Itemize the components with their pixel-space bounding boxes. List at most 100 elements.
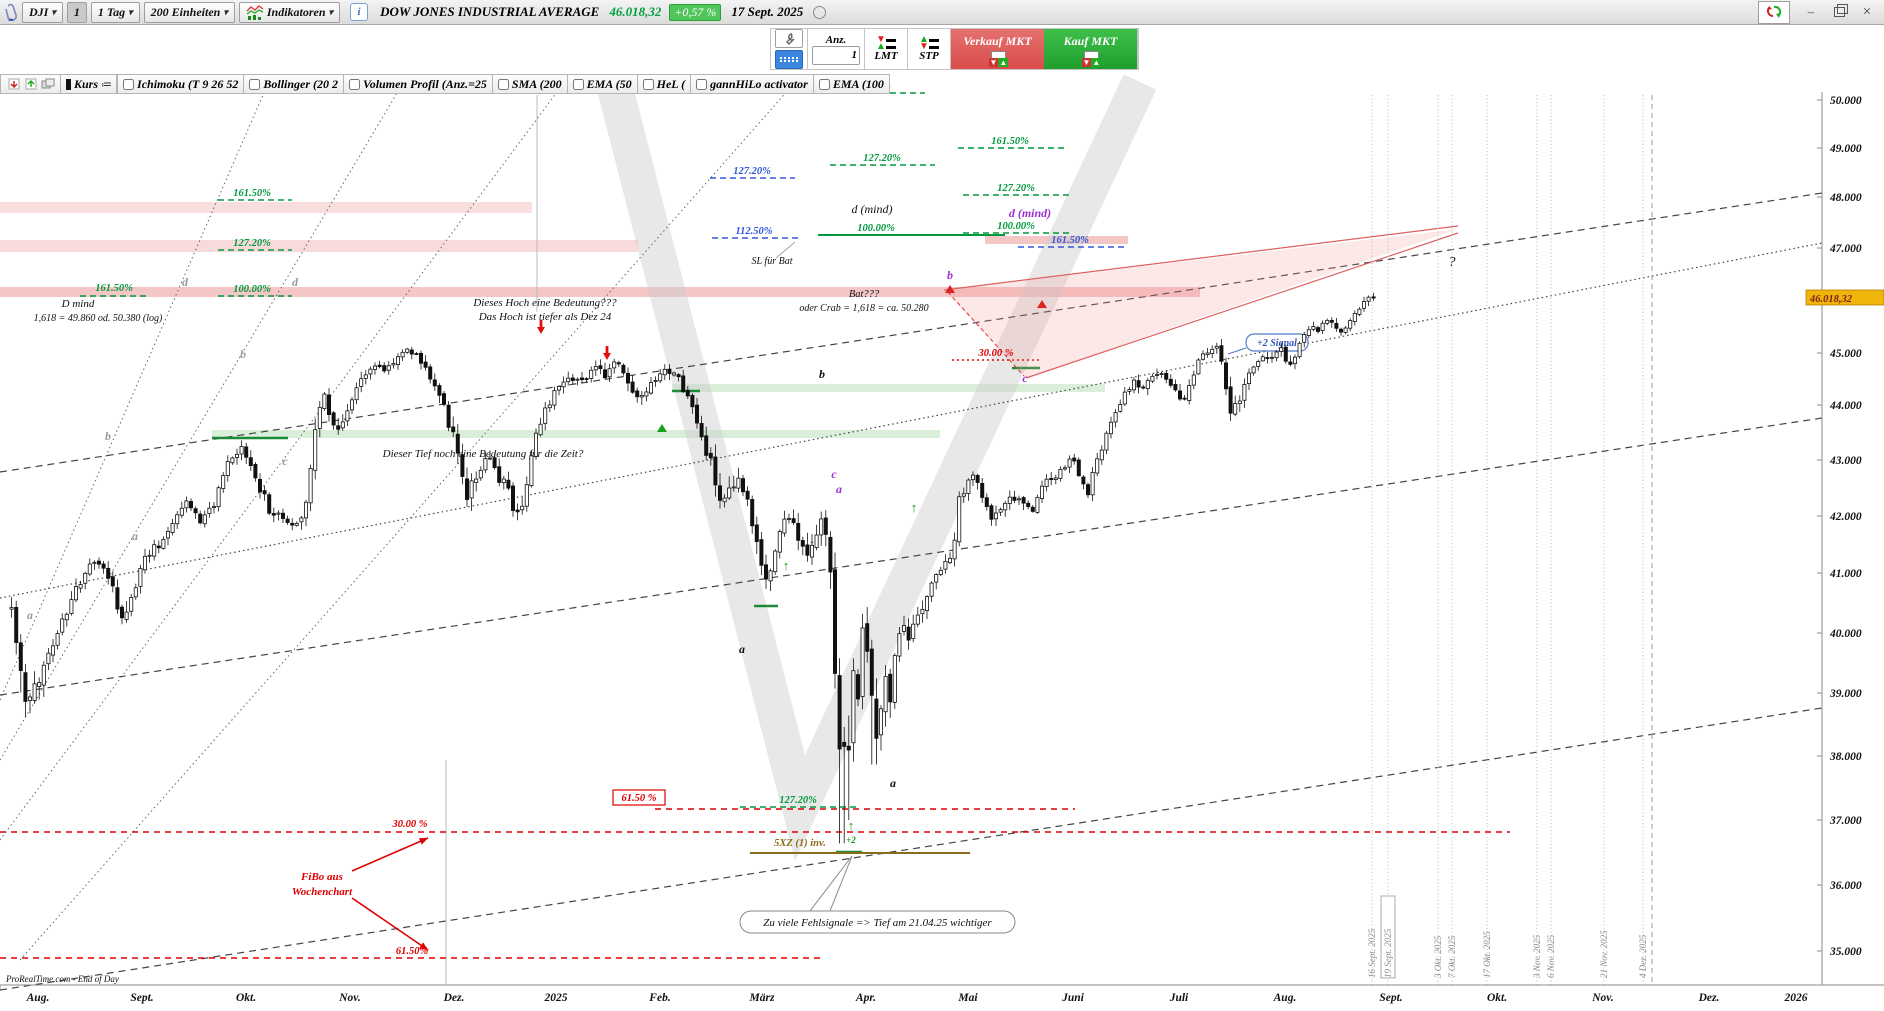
candle-body [262,490,267,495]
candle-body [1067,458,1072,468]
candle-body [1058,469,1063,479]
wave-letter-purple: c [831,467,837,481]
stop-order-button[interactable]: ▲▬ ▼▬ STP [908,29,951,69]
level-band [212,430,940,438]
candle-body [46,652,51,665]
month-label: Aug. [1273,992,1297,1004]
list-icon[interactable]: ≔ [101,78,112,91]
indicator-toggle-sma-200[interactable]: SMA (200 [492,74,568,94]
refresh-button[interactable] [1758,0,1790,24]
close-button[interactable]: × [1862,3,1872,20]
red-down-arrow-icon [537,320,545,334]
import-red-icon[interactable] [6,78,21,91]
candle-body [1095,458,1100,474]
quantity-input[interactable] [812,45,860,65]
candle-body [1274,351,1279,359]
quote-date: 17 Sept. 2025 [731,4,804,19]
candle-body [736,477,741,489]
restore-button[interactable] [1826,3,1852,21]
candle-body [405,348,410,353]
indicator-toggle-ema-50[interactable]: EMA (50 [567,74,638,94]
info-icon[interactable]: i [350,3,369,21]
candle-body [1320,322,1325,332]
price-axis[interactable]: 50.000 49.000 48.000 47.000 45.000 44.000 43.0… [1805,92,1884,985]
minimize-button[interactable]: – [1807,4,1815,19]
candle-body [428,366,433,380]
wrench-settings-button[interactable] [775,29,803,48]
limit-order-button[interactable]: ▼▬ ▲▬ LMT [865,29,908,69]
price-style-icon [66,78,71,90]
keyboard-button[interactable] [775,50,803,69]
indicator-toggle-volumen-profil-anz-25[interactable]: Volumen Profil (Anz.=25 [344,74,493,94]
indicator-checkbox[interactable] [696,78,708,90]
candle-body [1228,386,1233,414]
bubble-tail [808,855,853,912]
export-green-icon[interactable] [23,78,38,91]
candle-body [1150,375,1155,382]
indicator-toggle-ema-100[interactable]: EMA (100 [813,74,890,94]
candle-body [133,587,138,598]
candle-body [1283,346,1288,362]
indicator-toggle-bollinger-20-2[interactable]: Bollinger (20 2 [244,74,345,94]
pin-icon[interactable] [4,3,18,21]
candle-body [879,708,884,736]
indicator-checkbox[interactable] [642,78,654,90]
symbol-select[interactable]: DJI ▾ [22,1,63,23]
month-label: 2025 [544,992,568,1004]
restore-icon [1833,4,1848,17]
signal-badge-tail [1227,347,1247,355]
trendline [0,192,1823,473]
indicator-checkbox[interactable] [249,78,261,90]
pitchfork-ray [0,87,561,841]
fib-label: 161.50% [991,136,1029,147]
fibo-arrow [351,897,429,951]
windows-icon[interactable] [40,78,55,91]
candle-body [1136,380,1141,388]
indicator-bar: Kurs ≔ Ichimoku (T 9 26 52 Bollinger (20 … [0,74,890,94]
candle-body [1141,386,1146,389]
refresh-icon [1767,5,1782,18]
sell-market-button[interactable]: Verkauf MKT ▼ ▲ [951,29,1044,69]
candle-body [377,364,382,368]
candle-body [1251,366,1256,374]
candle-body [382,365,387,372]
candlestick-series[interactable] [9,292,1376,844]
candle-body [1339,328,1344,333]
indicator-checkbox[interactable] [349,78,361,90]
candle-body [1334,322,1339,329]
indicator-checkbox[interactable] [572,78,584,90]
timeframe-select[interactable]: 1 Tag ▾ [90,1,140,23]
indicators-menu-button[interactable]: Indikatoren ▾ [238,1,341,23]
indicator-toggle-gannhilo-activator[interactable]: gannHiLo activator [691,74,814,94]
candle-body [1081,476,1086,485]
indicator-checkbox[interactable] [818,78,830,90]
indicator-checkbox[interactable] [497,78,509,90]
candle-body [952,539,957,560]
indicator-checkbox[interactable] [123,78,135,90]
candle-body [308,467,313,504]
candle-body [869,648,874,696]
candle-body [340,421,345,429]
candle-body [708,452,713,459]
indicator-toggle-ichimoku-t-9-26-52[interactable]: Ichimoku (T 9 26 52 [117,74,245,94]
time-axis[interactable]: Aug. Sept. Okt. Nov. Dez. 2025 Feb. März Apr. Mai… [0,984,1884,1004]
channel-letter: d [182,275,189,289]
indicator-toggle-hel-[interactable]: HeL ( [637,74,692,94]
price-tick-label: 42.000 [1829,511,1862,523]
scale-toggle-button[interactable]: 1 [66,1,87,23]
candle-body [1191,374,1196,386]
channel-letter: d [292,275,299,289]
candle-body [966,479,971,494]
candle-body [1030,506,1035,512]
month-label: Dez. [443,992,465,1004]
units-select[interactable]: 200 Einheiten ▾ [143,1,235,23]
chart-surface[interactable]: 5XZ (1) inv.↑↑↑↑+2161.50%127.20%100.00%1… [0,74,1823,991]
gray-v-shape [597,74,1157,862]
candle-body [156,545,161,549]
month-label: Sept. [1379,992,1402,1004]
buy-market-button[interactable]: Kauf MKT ▼ ▲ [1044,29,1138,69]
candle-body [943,560,948,570]
candle-body [497,466,502,483]
